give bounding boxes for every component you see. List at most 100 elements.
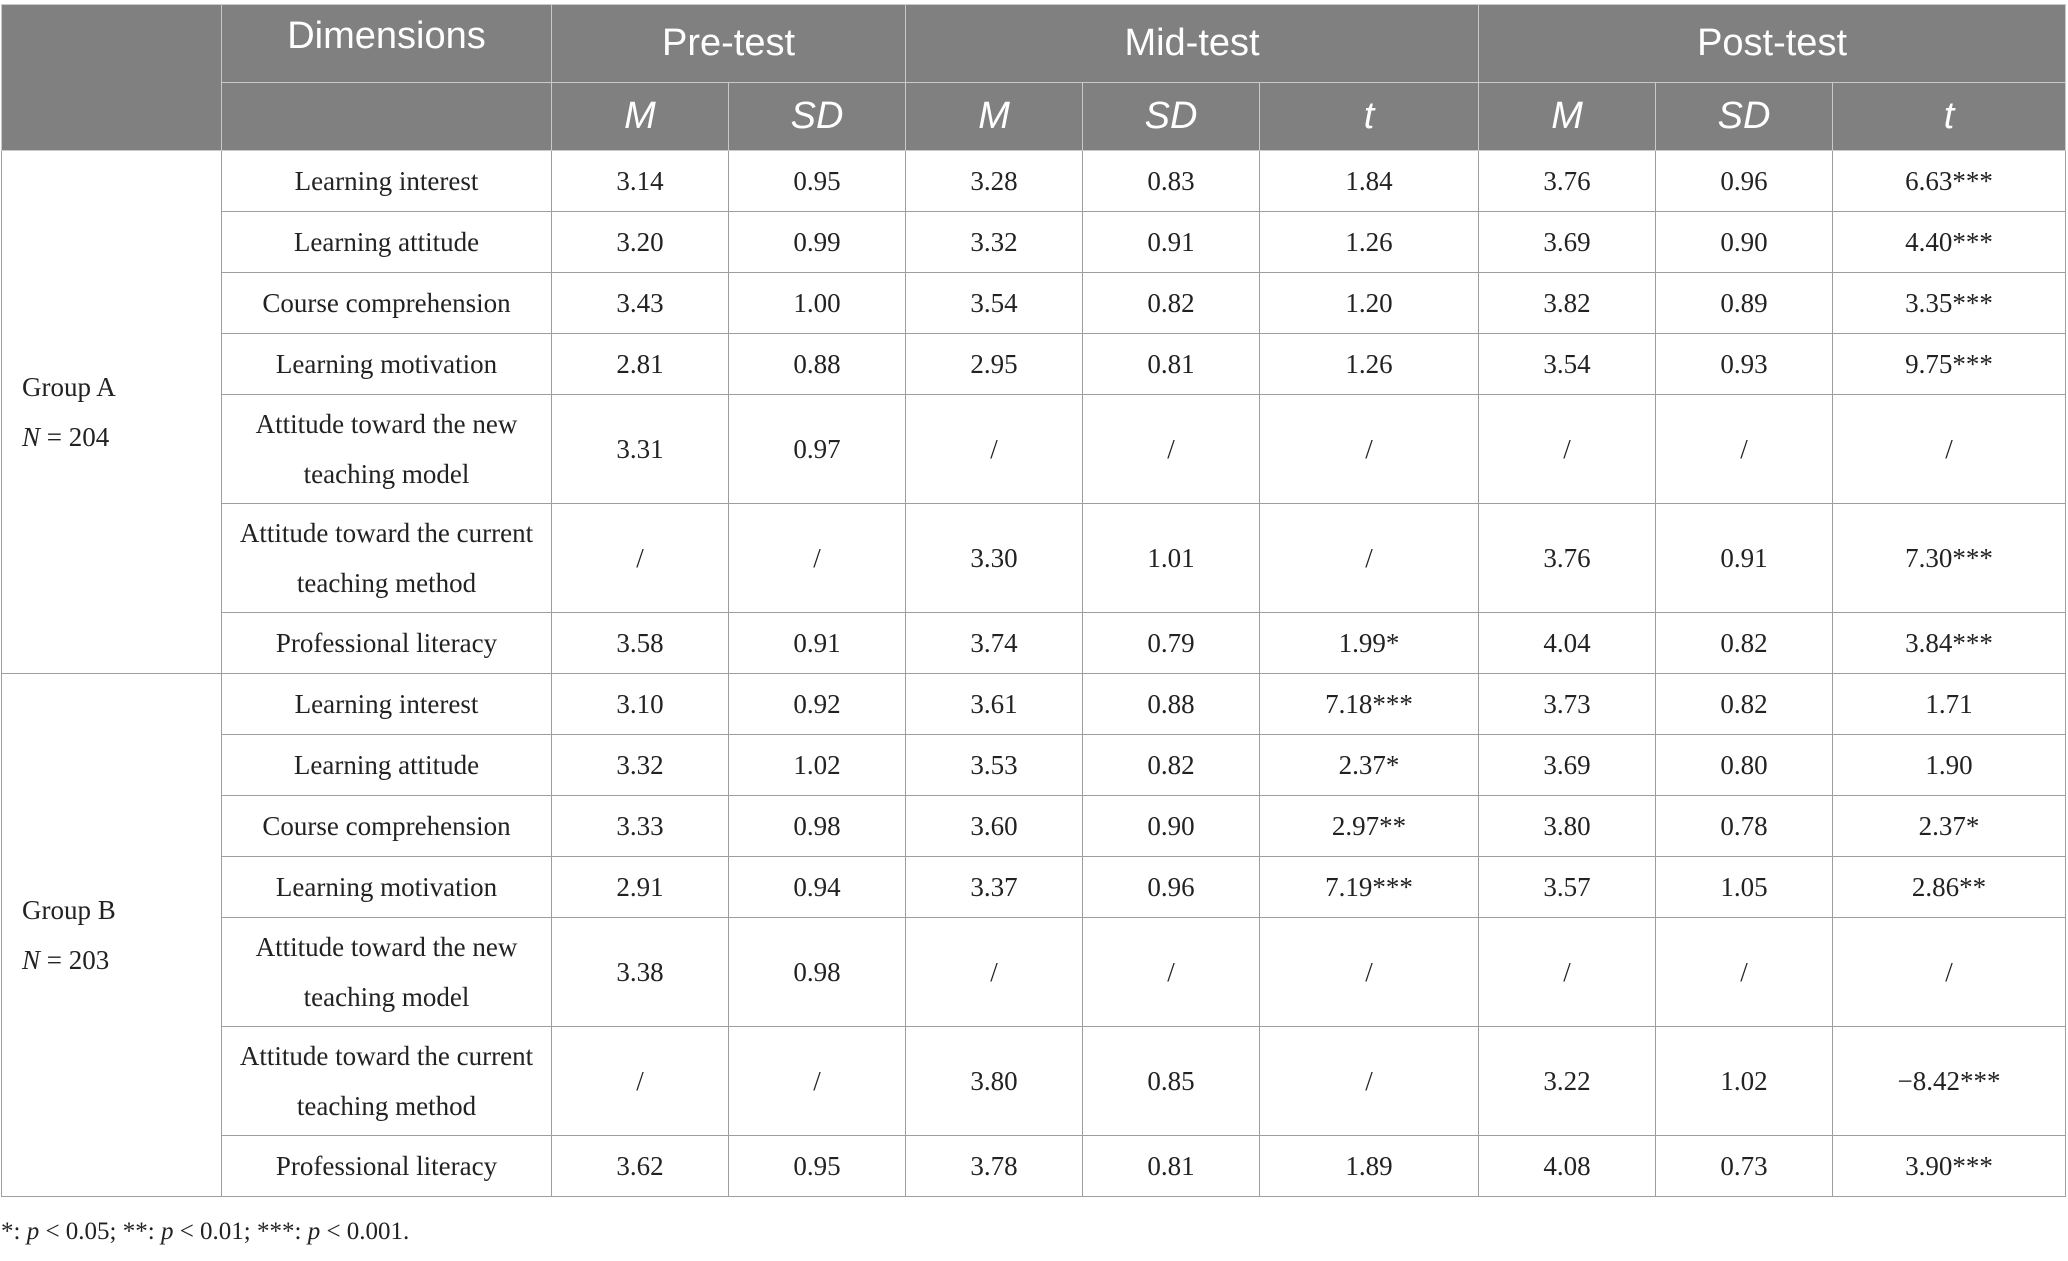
dimension-cell: Learning interest [221, 673, 552, 735]
value-cell: / [1655, 917, 1834, 1027]
dimension-cell: Learning motivation [221, 333, 552, 395]
header-sub-mid-m: M [905, 82, 1084, 151]
value-cell: 3.57 [1478, 856, 1657, 918]
value-cell: 1.01 [1082, 503, 1261, 613]
dimension-cell: Learning attitude [221, 734, 552, 796]
value-cell: / [1832, 394, 2067, 504]
value-cell: 3.74 [905, 612, 1084, 674]
value-cell: 3.14 [551, 150, 729, 212]
dimension-cell: Learning motivation [221, 856, 552, 918]
value-cell: 7.19*** [1259, 856, 1480, 918]
value-cell: 0.91 [727, 612, 907, 674]
value-cell: 2.37* [1259, 734, 1480, 796]
value-cell: 0.92 [727, 673, 907, 735]
table-body: Group A N = 204 Learning interest 3.14 0… [1, 150, 2067, 1197]
table-row: Learning attitude 3.32 1.02 3.53 0.82 2.… [2, 734, 2067, 796]
value-cell: 1.84 [1259, 150, 1480, 212]
dimension-cell: Learning attitude [221, 211, 552, 273]
value-cell: 1.00 [727, 272, 907, 334]
value-cell: / [1082, 917, 1261, 1027]
group-label: Group A [22, 372, 116, 402]
value-cell: 3.28 [905, 150, 1084, 212]
value-cell: 0.91 [1655, 503, 1834, 613]
value-cell: 3.53 [905, 734, 1084, 796]
header-pre-test: Pre-test [550, 4, 907, 83]
table-row: Learning motivation 2.81 0.88 2.95 0.81 … [2, 333, 2067, 395]
header-blank-cell [1, 4, 222, 151]
value-cell: 3.37 [905, 856, 1084, 918]
value-cell: 3.43 [551, 272, 729, 334]
value-cell: / [551, 1026, 729, 1136]
value-cell: 1.26 [1259, 211, 1480, 273]
value-cell: 7.30*** [1832, 503, 2067, 613]
value-cell: 0.89 [1655, 272, 1834, 334]
value-cell: / [727, 503, 907, 613]
value-cell: 3.76 [1478, 503, 1657, 613]
value-cell: 2.97** [1259, 795, 1480, 857]
value-cell: 3.84*** [1832, 612, 2067, 674]
header-sub-pre-m: M [551, 82, 729, 151]
value-cell: / [1832, 917, 2067, 1027]
group-n: N = 203 [22, 945, 110, 975]
value-cell: 3.10 [551, 673, 729, 735]
value-cell: 3.22 [1478, 1026, 1657, 1136]
value-cell: 3.38 [551, 917, 729, 1027]
value-cell: 0.78 [1655, 795, 1834, 857]
dimension-cell: Professional literacy [221, 1135, 552, 1197]
header-sub-post-t: t [1832, 82, 2067, 151]
value-cell: / [1655, 394, 1834, 504]
value-cell: 1.02 [727, 734, 907, 796]
value-cell: 0.96 [1655, 150, 1834, 212]
value-cell: 0.95 [727, 1135, 907, 1197]
value-cell: 3.82 [1478, 272, 1657, 334]
table-row: Group B N = 203 Learning interest 3.10 0… [1, 673, 2067, 1197]
value-cell: 0.80 [1655, 734, 1834, 796]
value-cell: 3.69 [1478, 734, 1657, 796]
value-cell: 4.04 [1478, 612, 1657, 674]
value-cell: / [1259, 503, 1480, 613]
dimension-cell: Attitude toward the current teaching met… [221, 1026, 552, 1136]
value-cell: 3.60 [905, 795, 1084, 857]
value-cell: 0.97 [727, 394, 907, 504]
value-cell: 0.91 [1082, 211, 1261, 273]
dimension-cell: Course comprehension [221, 795, 552, 857]
value-cell: 0.99 [727, 211, 907, 273]
results-table: Dimensions Pre-test Mid-test Post-test M… [1, 4, 2067, 1197]
value-cell: / [1259, 1026, 1480, 1136]
value-cell: 1.05 [1655, 856, 1834, 918]
dimension-cell: Attitude toward the new teaching model [221, 394, 552, 504]
value-cell: 0.93 [1655, 333, 1834, 395]
table-row: Course comprehension 3.43 1.00 3.54 0.82… [2, 272, 2067, 334]
value-cell: 0.82 [1082, 272, 1261, 334]
value-cell: 1.26 [1259, 333, 1480, 395]
value-cell: 0.73 [1655, 1135, 1834, 1197]
value-cell: 0.88 [727, 333, 907, 395]
value-cell: 0.96 [1082, 856, 1261, 918]
value-cell: 1.99* [1259, 612, 1480, 674]
value-cell: 3.58 [551, 612, 729, 674]
value-cell: 2.86** [1832, 856, 2067, 918]
table-row: Group A N = 204 Learning interest 3.14 0… [1, 150, 2067, 674]
value-cell: 1.90 [1832, 734, 2067, 796]
dimension-cell: Attitude toward the new teaching model [221, 917, 552, 1027]
value-cell: 3.30 [905, 503, 1084, 613]
value-cell: / [905, 394, 1084, 504]
value-cell: 0.90 [1655, 211, 1834, 273]
dimension-cell: Course comprehension [221, 272, 552, 334]
value-cell: 1.02 [1655, 1026, 1834, 1136]
group-label: Group B [22, 895, 116, 925]
header-mid-test: Mid-test [905, 4, 1480, 83]
value-cell: 1.71 [1832, 673, 2067, 735]
value-cell: 3.32 [551, 734, 729, 796]
group-n: N = 204 [22, 422, 110, 452]
table-header: Dimensions Pre-test Mid-test Post-test M… [1, 4, 2067, 151]
value-cell: 3.69 [1478, 211, 1657, 273]
value-cell: 3.61 [905, 673, 1084, 735]
value-cell: 0.88 [1082, 673, 1261, 735]
header-dimensions-sub [221, 82, 552, 151]
value-cell: 0.85 [1082, 1026, 1261, 1136]
value-cell: 0.98 [727, 795, 907, 857]
header-sub-post-sd: SD [1655, 82, 1834, 151]
header-post-test: Post-test [1478, 4, 2067, 83]
value-cell: 0.95 [727, 150, 907, 212]
